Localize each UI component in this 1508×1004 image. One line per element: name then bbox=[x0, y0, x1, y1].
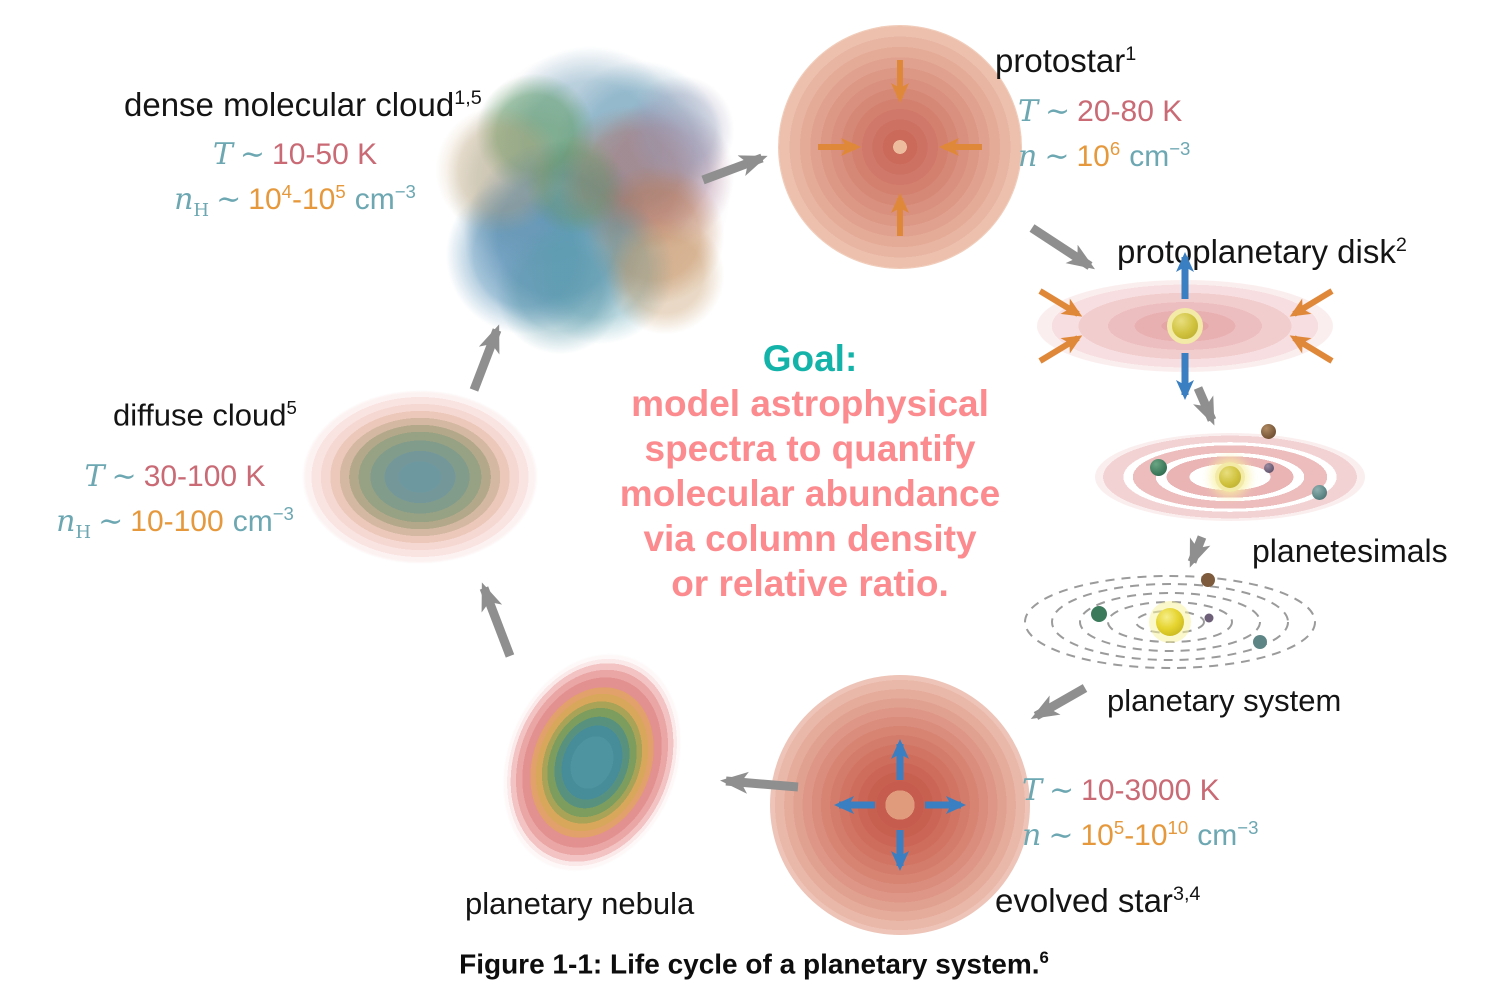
temperature-line: T ∼ 20-80 K bbox=[1018, 94, 1183, 129]
arrow-nebula-to-diffusecloud bbox=[479, 582, 515, 658]
dense-cloud-label: dense molecular cloud1,5 bbox=[124, 86, 482, 123]
cloud-blob-circle bbox=[525, 135, 625, 235]
planet-teal bbox=[1253, 635, 1267, 649]
cloud-blob-circle bbox=[585, 165, 725, 305]
planet-teal bbox=[1312, 485, 1327, 500]
planetary-nebula-graphic bbox=[471, 626, 713, 899]
orbit-4 bbox=[1051, 583, 1289, 661]
planetary-system-label: planetary system bbox=[1107, 683, 1342, 718]
cloud-blob-circle bbox=[605, 215, 725, 335]
orbit-3 bbox=[1079, 592, 1261, 652]
evolved-star-refs: 3,4 bbox=[1172, 883, 1201, 905]
arrow-planetesimals-to-system bbox=[1187, 535, 1211, 568]
temperature-line: T ∼ 10-50 K bbox=[212, 137, 378, 172]
dense-cloud-properties: T ∼ 10-50 K nH ∼ 104-105 cm−3 bbox=[110, 136, 480, 221]
disk-refs: 2 bbox=[1395, 234, 1407, 256]
evolved-star-properties: T ∼ 10-3000 K n ∼ 105-1010 cm−3 bbox=[1022, 772, 1259, 853]
planetesimals-graphic bbox=[1095, 424, 1365, 521]
planet-green bbox=[1150, 459, 1167, 476]
caption-ref: 6 bbox=[1039, 948, 1049, 967]
planet-brown bbox=[1261, 424, 1276, 439]
evolved-star-graphic bbox=[770, 675, 1030, 935]
cloud-blob-circle bbox=[463, 140, 653, 330]
arrow-system-to-evolvedstar bbox=[1030, 684, 1088, 720]
cloud-blob-circle bbox=[625, 75, 735, 185]
protostar-label: protostar1 bbox=[995, 42, 1137, 79]
central-star bbox=[1215, 462, 1245, 492]
protostar-graphic bbox=[778, 25, 1022, 269]
planetary-system-graphic bbox=[1024, 573, 1316, 669]
density-line: nH ∼ 104-105 cm−3 bbox=[174, 181, 416, 221]
diffuse-cloud-properties: T ∼ 30-100 K nH ∼ 10-100 cm−3 bbox=[20, 458, 330, 543]
temperature-line: T ∼ 30-100 K bbox=[84, 459, 266, 494]
dense-cloud-refs: 1,5 bbox=[454, 87, 482, 109]
diffuse-cloud-label: diffuse cloud5 bbox=[113, 397, 297, 433]
protoplanetary-disk-label: protoplanetary disk2 bbox=[1117, 233, 1407, 270]
dense-molecular-cloud-graphic bbox=[435, 45, 745, 355]
central-star bbox=[1167, 308, 1203, 344]
diffuse-cloud-refs: 5 bbox=[286, 397, 297, 418]
cloud-blob-circle bbox=[555, 105, 705, 255]
density-line: nH ∼ 10-100 cm−3 bbox=[56, 503, 294, 543]
cloud-blob-circle bbox=[435, 105, 565, 235]
planetary-nebula-label: planetary nebula bbox=[465, 886, 695, 921]
density-line: n ∼ 105-1010 cm−3 bbox=[1022, 817, 1259, 853]
planetesimals-label: planetesimals bbox=[1252, 533, 1448, 569]
planet-brown bbox=[1201, 573, 1215, 587]
cloud-blob-circle bbox=[525, 195, 675, 345]
orbit-5 bbox=[1024, 575, 1316, 669]
protostar-refs: 1 bbox=[1125, 43, 1137, 65]
protostar-properties: T ∼ 20-80 K n ∼ 106 cm−3 bbox=[1018, 93, 1191, 174]
cloud-blob-circle bbox=[495, 225, 625, 355]
goal-text: Goal: model astrophysical spectra to qua… bbox=[575, 336, 1045, 606]
arrow-disk-to-planetesimals bbox=[1193, 386, 1217, 426]
temperature-line: T ∼ 10-3000 K bbox=[1022, 773, 1220, 808]
figure-caption: Figure 1-1: Life cycle of a planetary sy… bbox=[459, 948, 1049, 980]
cloud-blob-circle bbox=[445, 175, 605, 335]
arrow-diffusecloud-to-densecloud bbox=[469, 324, 502, 392]
planet-purple bbox=[1264, 463, 1274, 473]
planet-green bbox=[1091, 606, 1107, 622]
diffuse-cloud-graphic bbox=[302, 390, 538, 564]
goal-heading: Goal: bbox=[762, 338, 858, 379]
evolved-star-label: evolved star3,4 bbox=[995, 882, 1201, 919]
planet-purple bbox=[1204, 613, 1214, 623]
density-line: n ∼ 106 cm−3 bbox=[1018, 138, 1191, 174]
arrow-protostar-to-disk bbox=[1029, 224, 1096, 270]
sun bbox=[1156, 608, 1184, 636]
